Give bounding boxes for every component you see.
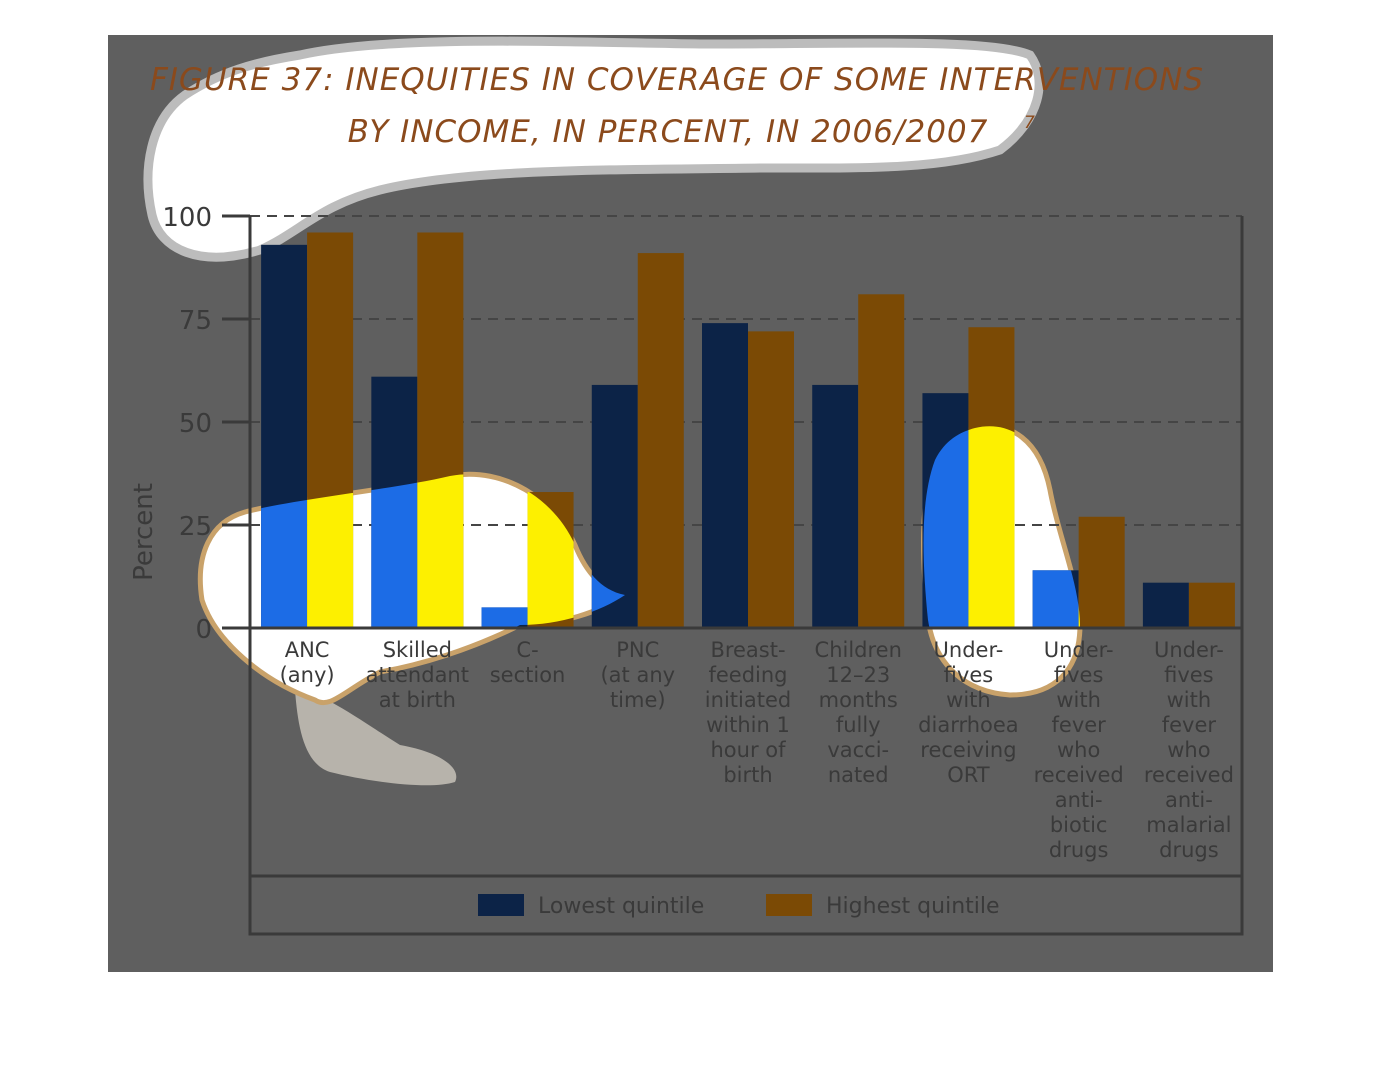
category-label-line: fives — [944, 663, 994, 687]
bar-highest — [1188, 582, 1235, 628]
category-label-line: fives — [1054, 663, 1104, 687]
highlight-title-blob — [143, 36, 1044, 262]
category-label-line: Under- — [1154, 638, 1224, 662]
category-label-line: PNC — [616, 638, 659, 662]
category-label-line: hour of — [710, 738, 786, 762]
y-tick-label: 0 — [195, 615, 212, 645]
category-label-line: (any) — [280, 663, 335, 687]
bar-lowest — [1142, 582, 1189, 628]
category-label-line: anti- — [1055, 788, 1103, 812]
category-label: Under-fives with fever who received anti-mala… — [1144, 638, 1234, 862]
category-label: Skilled attendant at birth — [366, 638, 469, 712]
category-label-line: section — [490, 663, 566, 687]
legend-swatch-highest — [766, 894, 812, 916]
category-label-line: Skilled — [383, 638, 452, 662]
legend-label-lowest: Lowest quintile — [538, 894, 704, 919]
legend-frame — [248, 874, 1244, 936]
category-label-line: Under- — [1044, 638, 1114, 662]
category-label-line: initiated — [705, 688, 791, 712]
bar-lowest-highlight — [1032, 570, 1079, 628]
legend-label-highest: Highest quintile — [826, 894, 1000, 919]
category-label: Under-fives with diarrhoea receiving ORT — [918, 638, 1019, 787]
category-label-line: drugs — [1159, 838, 1219, 862]
bar-highest — [1078, 516, 1125, 628]
bar-highest-highlight — [417, 474, 464, 629]
category-label-line: fever — [1052, 713, 1107, 737]
category-label-line: birth — [723, 763, 772, 787]
category-label-line: fives — [1164, 663, 1214, 687]
category-label: PNC (at any time) — [600, 638, 675, 712]
category-label-line: time) — [610, 688, 666, 712]
category-label-line: feeding — [708, 663, 787, 687]
category-label-line: months — [819, 688, 898, 712]
bar-lowest-highlight — [371, 474, 418, 628]
y-tick-labels: 0 25 50 75 100 — [162, 203, 212, 645]
category-label-line: anti- — [1165, 788, 1213, 812]
category-label-line: (at any — [600, 663, 675, 687]
y-tick-label: 75 — [179, 306, 212, 336]
category-label-line: fully — [836, 713, 881, 737]
bar-highest — [858, 294, 905, 628]
category-label-line: biotic — [1050, 813, 1108, 837]
category-label-line: who — [1057, 738, 1100, 762]
chart-title-line2: BY INCOME, IN PERCENT, IN 2006/2007 — [348, 114, 989, 150]
axes — [222, 216, 1244, 934]
bar-lowest — [702, 323, 748, 628]
category-label-line: vacci- — [827, 738, 889, 762]
bar-highest-highlight — [968, 426, 1015, 628]
y-tick-label: 50 — [179, 409, 212, 439]
category-label-line: with — [946, 688, 991, 712]
category-label: ANC (any) — [280, 638, 335, 687]
category-label: Under-fives with fever who received anti-biot… — [1034, 638, 1124, 862]
bar-highest — [637, 253, 684, 628]
category-label-line: diarrhoea — [918, 713, 1019, 737]
bar-lowest-highlight — [481, 607, 528, 628]
highlight-grey-tail — [295, 690, 457, 786]
category-label-line: Breast- — [710, 638, 785, 662]
legend-swatch-lowest — [478, 894, 524, 916]
y-tick-label: 25 — [179, 512, 212, 542]
category-label-line: within 1 — [706, 713, 790, 737]
category-label: Breast-feeding initiated within 1 hour of bi… — [705, 638, 791, 787]
category-label-line: ANC — [285, 638, 330, 662]
category-label-line: receiving — [920, 738, 1016, 762]
category-label: C-section — [490, 638, 566, 687]
category-label-line: fever — [1162, 713, 1217, 737]
category-label-line: Children — [815, 638, 902, 662]
category-label-line: with — [1167, 688, 1212, 712]
category-label-line: attendant — [366, 663, 469, 687]
category-label-line: 12–23 — [826, 663, 890, 687]
category-label-line: nated — [828, 763, 889, 787]
category-label: Children 12–23 months fully vacci-nated — [815, 638, 902, 787]
category-label-line: received — [1034, 763, 1124, 787]
chart-title-line2-text: BY INCOME, IN PERCENT, IN 2006/2007 — [348, 114, 989, 150]
chart-title-note: 7 — [1024, 113, 1035, 133]
y-axis-label: Percent — [129, 483, 159, 581]
bar-highest-highlight — [307, 474, 354, 629]
category-labels: ANC (any) Skilled attendant at birth C-sectio… — [280, 638, 1234, 862]
category-label-line: malarial — [1146, 813, 1231, 837]
category-label-line: Under- — [934, 638, 1004, 662]
category-label-line: C- — [516, 638, 538, 662]
category-label-line: drugs — [1049, 838, 1109, 862]
chart-title: FIGURE 37: INEQUITIES IN COVERAGE OF SOM… — [150, 62, 1204, 98]
category-label-line: with — [1056, 688, 1101, 712]
bar-highest — [748, 331, 794, 628]
category-label-line: at birth — [379, 688, 456, 712]
category-label-line: who — [1167, 738, 1210, 762]
category-label-line: received — [1144, 763, 1234, 787]
bar-lowest — [812, 384, 859, 628]
legend: Lowest quintile Highest quintile — [248, 874, 1244, 936]
category-label-line: ORT — [947, 763, 990, 787]
bars — [261, 232, 1235, 629]
y-tick-label: 100 — [162, 203, 212, 233]
